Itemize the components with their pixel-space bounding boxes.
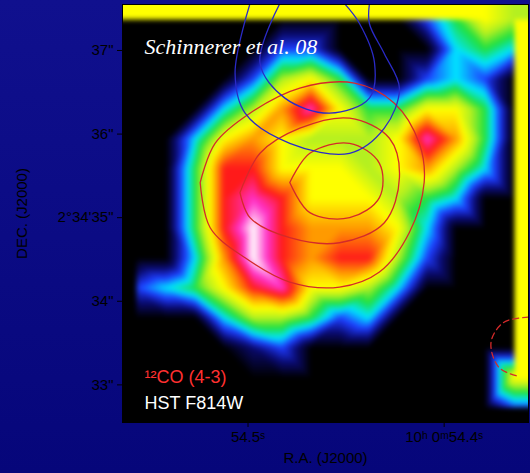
svg-text:¹²CO (4-3): ¹²CO (4-3) [145,367,227,387]
svg-text:33": 33" [91,376,113,393]
svg-text:37": 37" [91,41,113,58]
svg-text:54.5ˢ: 54.5ˢ [231,428,265,445]
svg-text:DEC. (J2000): DEC. (J2000) [13,168,30,259]
svg-text:36": 36" [91,125,113,142]
svg-text:34": 34" [91,292,113,309]
svg-text:HST F814W: HST F814W [145,393,244,413]
svg-text:2°34'35": 2°34'35" [58,208,114,225]
svg-text:R.A. (J2000): R.A. (J2000) [283,449,367,466]
svg-text:10ʰ 0ᵐ54.4ˢ: 10ʰ 0ᵐ54.4ˢ [405,428,483,445]
svg-text:Schinnerer et al. 08: Schinnerer et al. 08 [145,34,318,59]
